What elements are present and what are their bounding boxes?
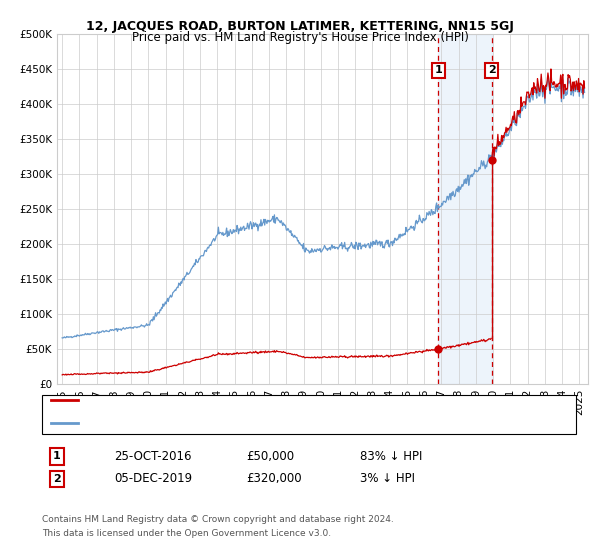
Text: 2: 2	[488, 66, 496, 76]
Text: 2: 2	[53, 474, 61, 484]
Text: 1: 1	[434, 66, 442, 76]
Text: 25-OCT-2016: 25-OCT-2016	[114, 450, 191, 463]
Text: HPI: Average price, detached house, North Northamptonshire: HPI: Average price, detached house, Nort…	[84, 418, 404, 428]
Text: Contains HM Land Registry data © Crown copyright and database right 2024.: Contains HM Land Registry data © Crown c…	[42, 515, 394, 524]
Text: 83% ↓ HPI: 83% ↓ HPI	[360, 450, 422, 463]
Bar	[439, 34, 492, 384]
Text: £320,000: £320,000	[246, 472, 302, 486]
Text: 12, JACQUES ROAD, BURTON LATIMER, KETTERING, NN15 5GJ (detached house): 12, JACQUES ROAD, BURTON LATIMER, KETTER…	[84, 395, 497, 405]
Text: 12, JACQUES ROAD, BURTON LATIMER, KETTERING, NN15 5GJ: 12, JACQUES ROAD, BURTON LATIMER, KETTER…	[86, 20, 514, 32]
Text: 3% ↓ HPI: 3% ↓ HPI	[360, 472, 415, 486]
Text: Price paid vs. HM Land Registry's House Price Index (HPI): Price paid vs. HM Land Registry's House …	[131, 31, 469, 44]
Text: This data is licensed under the Open Government Licence v3.0.: This data is licensed under the Open Gov…	[42, 529, 331, 538]
Text: 1: 1	[53, 451, 61, 461]
Text: 05-DEC-2019: 05-DEC-2019	[114, 472, 192, 486]
Text: £50,000: £50,000	[246, 450, 294, 463]
